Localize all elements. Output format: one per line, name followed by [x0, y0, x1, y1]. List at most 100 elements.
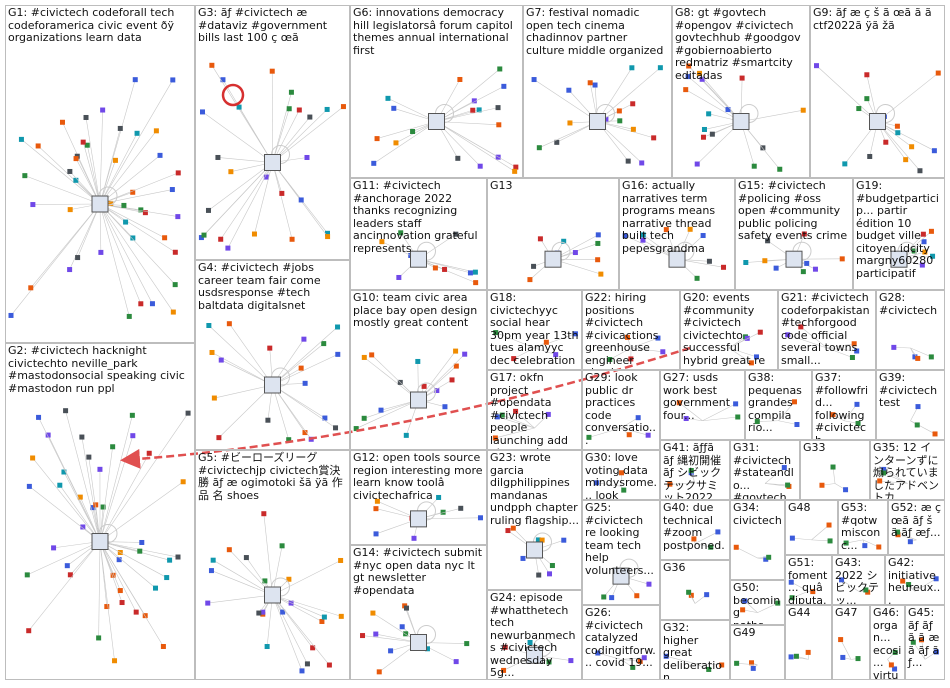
cross-group-edge [120, 346, 691, 469]
node [634, 593, 640, 599]
edge [272, 92, 292, 163]
node [279, 543, 285, 549]
node [153, 585, 159, 591]
node [205, 600, 211, 606]
node [493, 330, 499, 336]
node [686, 63, 692, 69]
edge [202, 111, 273, 163]
node [744, 335, 750, 341]
hub-node [91, 195, 109, 213]
edge [211, 570, 273, 596]
node [856, 106, 862, 112]
edge [99, 155, 161, 205]
node [117, 588, 123, 594]
node [751, 163, 757, 169]
group-label: G27: usds work best government four... [663, 371, 731, 422]
node [595, 257, 601, 263]
edge [609, 347, 632, 360]
node [839, 256, 845, 262]
node [170, 309, 176, 315]
edge [588, 427, 622, 438]
node [800, 269, 806, 275]
node [791, 399, 797, 405]
node [30, 455, 36, 461]
group-label: G46: organ... ecosi... virtual #civic... [873, 606, 902, 680]
edge [99, 415, 133, 542]
edge [921, 639, 926, 660]
node [843, 540, 849, 546]
node [67, 207, 73, 213]
edge [757, 602, 778, 613]
node [162, 235, 168, 241]
edge [846, 539, 864, 544]
group-box: G1: #civictech codeforall tech codeforam… [5, 5, 195, 343]
node [663, 653, 669, 659]
edge [826, 343, 855, 349]
node [757, 329, 763, 335]
node [914, 422, 920, 428]
node [805, 649, 811, 655]
group-box: G39: #civictech test [876, 370, 945, 440]
node [789, 595, 795, 601]
node [206, 323, 212, 329]
group-label: G31: #civictech #stateandlo... #govtech.… [733, 441, 794, 500]
edge [272, 326, 338, 386]
node [762, 258, 768, 264]
node [539, 537, 545, 543]
edge [702, 416, 738, 422]
node [146, 450, 152, 456]
node [609, 595, 615, 601]
node [733, 401, 739, 407]
hub-node [526, 646, 543, 664]
group-label: G37: #followfrid... following #civictech… [815, 371, 869, 440]
node [641, 655, 647, 661]
node [464, 641, 470, 647]
group-box: G26: #civictech catalyzed codingitforw..… [582, 605, 660, 680]
node [547, 571, 553, 577]
group-box: G12: open tools source region interestin… [350, 450, 487, 545]
edge [669, 483, 696, 485]
group-label: G22: hiring positions #civictech #civica… [585, 291, 659, 369]
node [61, 469, 67, 475]
node [411, 535, 417, 541]
node [458, 505, 464, 511]
group-box: G52: æ ç œã ãƒ š ã ãƒ æƒ... [888, 500, 945, 555]
hub-node [869, 113, 886, 130]
node [279, 190, 285, 196]
node [199, 109, 205, 115]
node [667, 481, 673, 487]
node [931, 148, 937, 154]
edge [436, 68, 500, 122]
node [119, 600, 125, 606]
node [854, 348, 860, 354]
node [754, 419, 760, 425]
edge [597, 67, 633, 122]
edge [685, 89, 742, 122]
hub-node [668, 250, 686, 268]
edge [221, 359, 273, 386]
edge [791, 581, 809, 592]
group-label: G24: episode #whatthetech tech newurbanm… [490, 591, 576, 679]
node [302, 430, 308, 436]
edge [694, 531, 719, 544]
edge [787, 334, 828, 349]
group-box: G24: episode #whatthetech tech newurbanm… [487, 590, 582, 680]
node [734, 660, 740, 666]
group-label: G44 [788, 606, 811, 619]
edge [373, 121, 437, 164]
node [172, 249, 178, 255]
node [304, 661, 310, 667]
edge [736, 663, 758, 666]
edge [99, 481, 184, 542]
group-box: G20: events #community #civictech civict… [680, 290, 778, 370]
hub-node [410, 634, 427, 651]
group-label: G30: love voting data mindysrome... look… [585, 451, 657, 500]
node [699, 76, 705, 82]
group-box: G31: #civictech #stateandlo... #govtech.… [730, 440, 800, 500]
group-box: G47 [832, 605, 870, 680]
node [424, 646, 430, 652]
group-label: G12: open tools source region interestin… [353, 451, 483, 502]
node [301, 336, 307, 342]
node [263, 174, 269, 180]
group-box: G28: #civictech [876, 290, 945, 370]
